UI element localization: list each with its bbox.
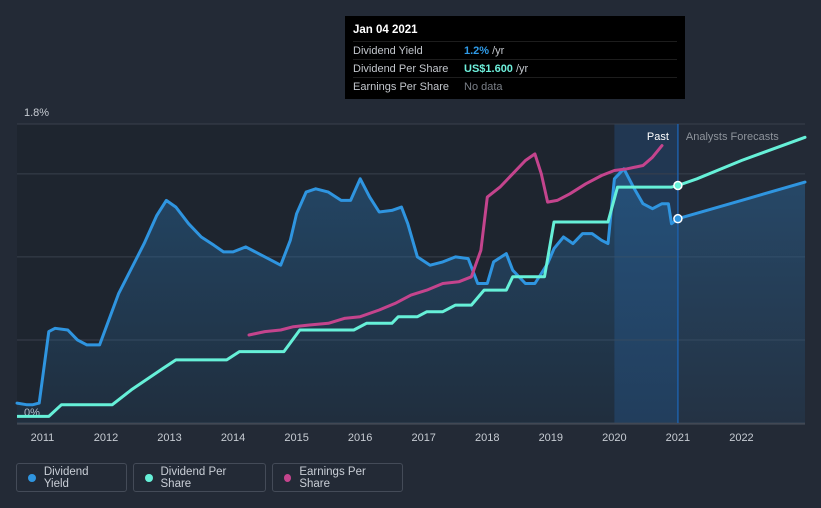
x-tick-label: 2017 (411, 432, 435, 444)
x-tick-label: 2022 (729, 432, 753, 444)
x-tick-label: 2015 (284, 432, 308, 444)
tooltip-row-eps: Earnings Per Share No data (353, 77, 677, 95)
x-tick-label: 2013 (157, 432, 181, 444)
today-point-yield (673, 213, 683, 224)
forecast-region-label: Analysts Forecasts (686, 131, 779, 143)
tooltip-row-dps: Dividend Per Share US$1.600 /yr (353, 59, 677, 77)
legend-label-yield: Dividend Yield (43, 465, 89, 490)
series-line-dividend-yield (15, 167, 680, 407)
tooltip-value-dps: US$1.600 (464, 62, 513, 75)
x-tick-label: 2019 (539, 432, 563, 444)
tooltip-label-eps: Earnings Per Share (353, 80, 449, 93)
legend-dot-dps-icon (145, 473, 153, 482)
today-point-dps (673, 180, 683, 191)
legend-dot-yield-icon (28, 473, 36, 482)
x-tick-label: 2018 (475, 432, 499, 444)
hover-tooltip: Jan 04 2021 Dividend Yield 1.2% /yr Divi… (345, 16, 685, 99)
tooltip-label-dps: Dividend Per Share (353, 62, 449, 75)
legend-dividend-yield[interactable]: Dividend Yield (16, 463, 127, 492)
legend-dividend-per-share[interactable]: Dividend Per Share (133, 463, 266, 492)
series-line-dividend-per-share-forecast (676, 135, 807, 187)
tooltip-value-yield: 1.2% (464, 44, 490, 57)
legend-label-eps: Earnings Per Share (299, 465, 366, 490)
y-tick-label-max: 1.8% (24, 107, 49, 119)
tooltip-row-yield: Dividend Yield 1.2% /yr (353, 41, 677, 59)
tooltip-date: Jan 04 2021 (353, 24, 418, 36)
legend-dot-eps-icon (284, 473, 292, 482)
tooltip-value-eps: No data (464, 80, 503, 93)
past-region-label: Past (647, 131, 669, 143)
x-tick-label: 2012 (94, 432, 118, 444)
x-tick-label: 2021 (666, 432, 690, 444)
series-line-dividend-per-share (17, 184, 679, 418)
tooltip-unit-yield: /yr (492, 44, 505, 57)
x-tick-label: 2011 (31, 432, 55, 444)
tooltip-label-yield: Dividend Yield (353, 44, 423, 57)
series-line-dividend-yield-forecast (676, 180, 807, 221)
x-tick-label: 2014 (221, 432, 245, 444)
tooltip-unit-dps: /yr (515, 62, 529, 75)
legend-label-dps: Dividend Per Share (160, 465, 227, 490)
x-tick-label: 2016 (348, 432, 372, 444)
legend-earnings-per-share[interactable]: Earnings Per Share (272, 463, 403, 492)
x-tick-label: 2020 (602, 432, 626, 444)
series-line-earnings-per-share (247, 144, 664, 337)
